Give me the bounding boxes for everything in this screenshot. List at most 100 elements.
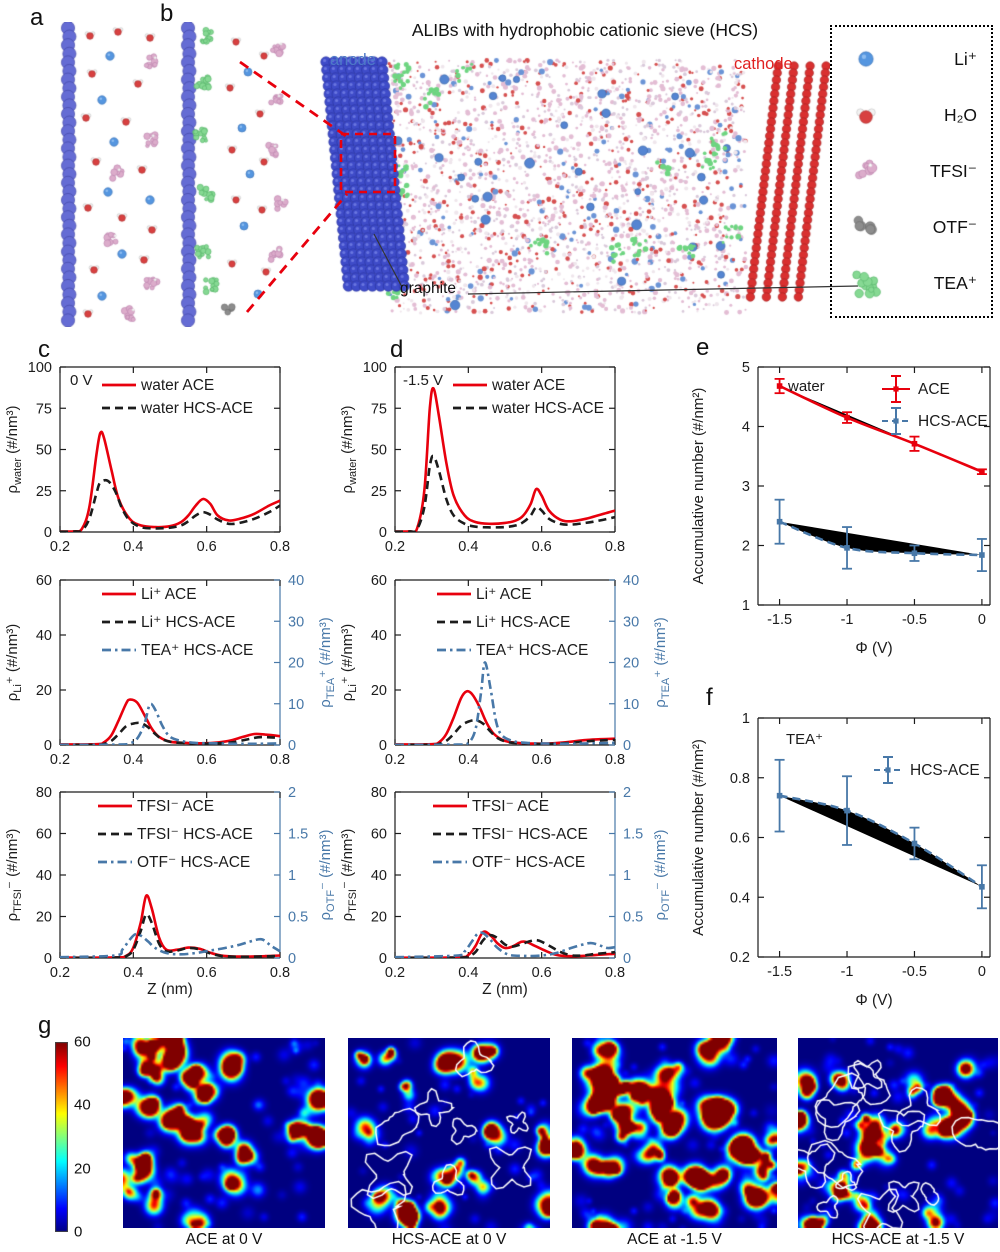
series-water-HCS-ACE: [60, 478, 280, 532]
y-tick-label: 20: [371, 910, 387, 926]
series-water-ACE: [60, 430, 280, 532]
series-Li-HCS-ACE: [60, 721, 280, 745]
axes: [757, 366, 991, 606]
x-tick-label: 0.8: [605, 965, 625, 981]
y-tick-label: 0.2: [730, 950, 750, 966]
series-group: [60, 894, 280, 958]
y-axis-label: Accumulative number (#/nm²): [690, 739, 707, 936]
heatmap-caption-2: HCS-ACE at 0 V: [391, 1231, 507, 1248]
plot-legend: [433, 804, 467, 864]
y-tick-label: 50: [371, 443, 387, 459]
legend-row-li: Li⁺: [840, 32, 977, 86]
x-tick-label: -1.5: [767, 964, 792, 980]
heatmap-ace-m15v: [572, 1038, 777, 1228]
chart-d3: 0.2 0.4 0.6 0.8 0 20 40 60 80 0 0.5 1 1.5 2 ρTFSI⁻ (#/…: [337, 778, 673, 1002]
series-Li-ACE: [60, 698, 280, 745]
y-axis-label: ρLi⁺ (#/nm³): [4, 624, 24, 702]
legend-label: HCS-ACE: [918, 413, 988, 430]
plot-legend: [102, 592, 136, 652]
y-tick-label: 0: [44, 738, 52, 754]
axes: [394, 791, 616, 959]
series-ACE: [779, 384, 983, 473]
tfsi-icon: [840, 147, 892, 196]
series-TFSI-HCS-ACE: [60, 912, 280, 958]
x-tick-label: 0.6: [197, 965, 217, 981]
simulation-box: [300, 48, 830, 328]
annotation: 0 V: [70, 372, 93, 389]
x-tick-label: 0.4: [458, 965, 478, 981]
right-y-tick-label: 0: [623, 951, 631, 967]
right-y-tick-label: 1.5: [288, 827, 308, 843]
y-tick-label: 20: [36, 683, 52, 699]
chart-d2: 0.2 0.4 0.6 0.8 0 20 40 60 0 10 20 30 40 ρLi⁺ (#/nm³)…: [337, 566, 673, 789]
heatmap-ace-0v: [123, 1038, 325, 1228]
x-tick-label: 0.6: [532, 752, 552, 768]
y-tick-label: 40: [371, 628, 387, 644]
right-y-tick-label: 10: [288, 697, 304, 713]
legend-label: OTF⁻ HCS-ACE: [472, 854, 585, 871]
y-tick-label: 5: [742, 360, 750, 376]
y-tick-label: 40: [36, 628, 52, 644]
x-tick-label: 0.2: [50, 752, 70, 768]
y-tick-label: 2: [742, 539, 750, 555]
chart-e: -1.5 -1 -0.5 0 1 2 3 4 5 Accumulative number (#/n…: [686, 353, 1000, 661]
legend-label: water HCS-ACE: [491, 400, 604, 417]
right-y-tick-label: 2: [623, 785, 631, 801]
x-axis-label: Φ (V): [855, 640, 892, 657]
legend-label: TFSI⁻ HCS-ACE: [472, 826, 588, 843]
y-axis-label: ρOTF⁻ (#/nm³): [317, 830, 337, 921]
heatmap-hcsace-0v: [348, 1038, 550, 1228]
right-y-tick-label: 30: [288, 614, 304, 630]
panel-label-d: d: [390, 336, 404, 363]
x-tick-label: 0.2: [50, 539, 70, 555]
right-y-tick-label: 40: [288, 573, 304, 589]
series-TFSI-HCS-ACE: [395, 933, 615, 958]
right-y-tick-label: 0: [623, 738, 631, 754]
y-tick-label: 60: [371, 827, 387, 843]
y-tick-label: 80: [36, 785, 52, 801]
series-water-HCS-ACE: [395, 454, 615, 532]
errorbars-HCS-ACE: [774, 498, 987, 572]
axes: [59, 791, 281, 959]
y-axis-label: ρTFSI⁻ (#/nm³): [4, 829, 24, 922]
colorbar-tick-0: 0: [74, 1223, 83, 1241]
y-axis-label: ρTEA⁺ (#/nm³): [317, 617, 337, 707]
y-tick-label: 25: [371, 484, 387, 500]
y-tick-label: 0: [44, 525, 52, 541]
axes: [59, 579, 281, 746]
y-tick-label: 0: [379, 951, 387, 967]
legend-row-tea: TEA⁺: [840, 257, 977, 311]
annotation: water: [787, 378, 825, 395]
x-tick-label: 0.8: [270, 965, 290, 981]
legend-label: Li⁺ ACE: [141, 586, 197, 603]
legend-label: TFSI⁻ HCS-ACE: [137, 826, 253, 843]
x-tick-label: 0: [978, 964, 986, 980]
colorbar-tick-60: 60: [74, 1033, 91, 1051]
panel-label-e: e: [696, 334, 710, 361]
y-tick-label: 60: [36, 573, 52, 589]
y-axis-label: ρwater (#/nm³): [339, 406, 359, 494]
chart-c2: 0.2 0.4 0.6 0.8 0 20 40 60 0 10 20 30 40 ρLi⁺ (#/nm³)…: [2, 566, 338, 789]
x-axis-label: Φ (V): [855, 992, 892, 1009]
panel-label-f: f: [706, 684, 713, 711]
legend-label: TFSI⁻ ACE: [472, 798, 549, 815]
cathode-label: cathode: [734, 55, 793, 73]
y-axis-label: ρTEA⁺ (#/nm³): [652, 617, 672, 707]
x-axis-label: Z (nm): [147, 981, 193, 998]
series-HCS-ACE: [779, 794, 983, 888]
right-y-tick-label: 20: [288, 656, 304, 672]
panel-label-c: c: [38, 336, 50, 363]
x-tick-label: -0.5: [902, 612, 927, 628]
right-y-tick-label: 1: [288, 868, 296, 884]
colorbar-tick-40: 40: [74, 1096, 91, 1114]
right-y-tick-label: 0.5: [623, 910, 643, 926]
axes: [394, 366, 616, 533]
y-tick-label: 75: [36, 401, 52, 417]
y-tick-label: 0.8: [730, 771, 750, 787]
series-OTF-HCS-ACE: [395, 931, 615, 958]
x-tick-label: 0.8: [270, 539, 290, 555]
species-legend-box: Li⁺ H₂O TFSI⁻ OTF⁻ TEA⁺: [830, 25, 993, 318]
chart-c3: 0.2 0.4 0.6 0.8 0 20 40 60 80 0 0.5 1 1.5 2 ρTFSI⁻ (#/…: [2, 778, 338, 1002]
x-tick-label: 0.4: [123, 752, 143, 768]
right-y-tick-label: 1.5: [623, 827, 643, 843]
